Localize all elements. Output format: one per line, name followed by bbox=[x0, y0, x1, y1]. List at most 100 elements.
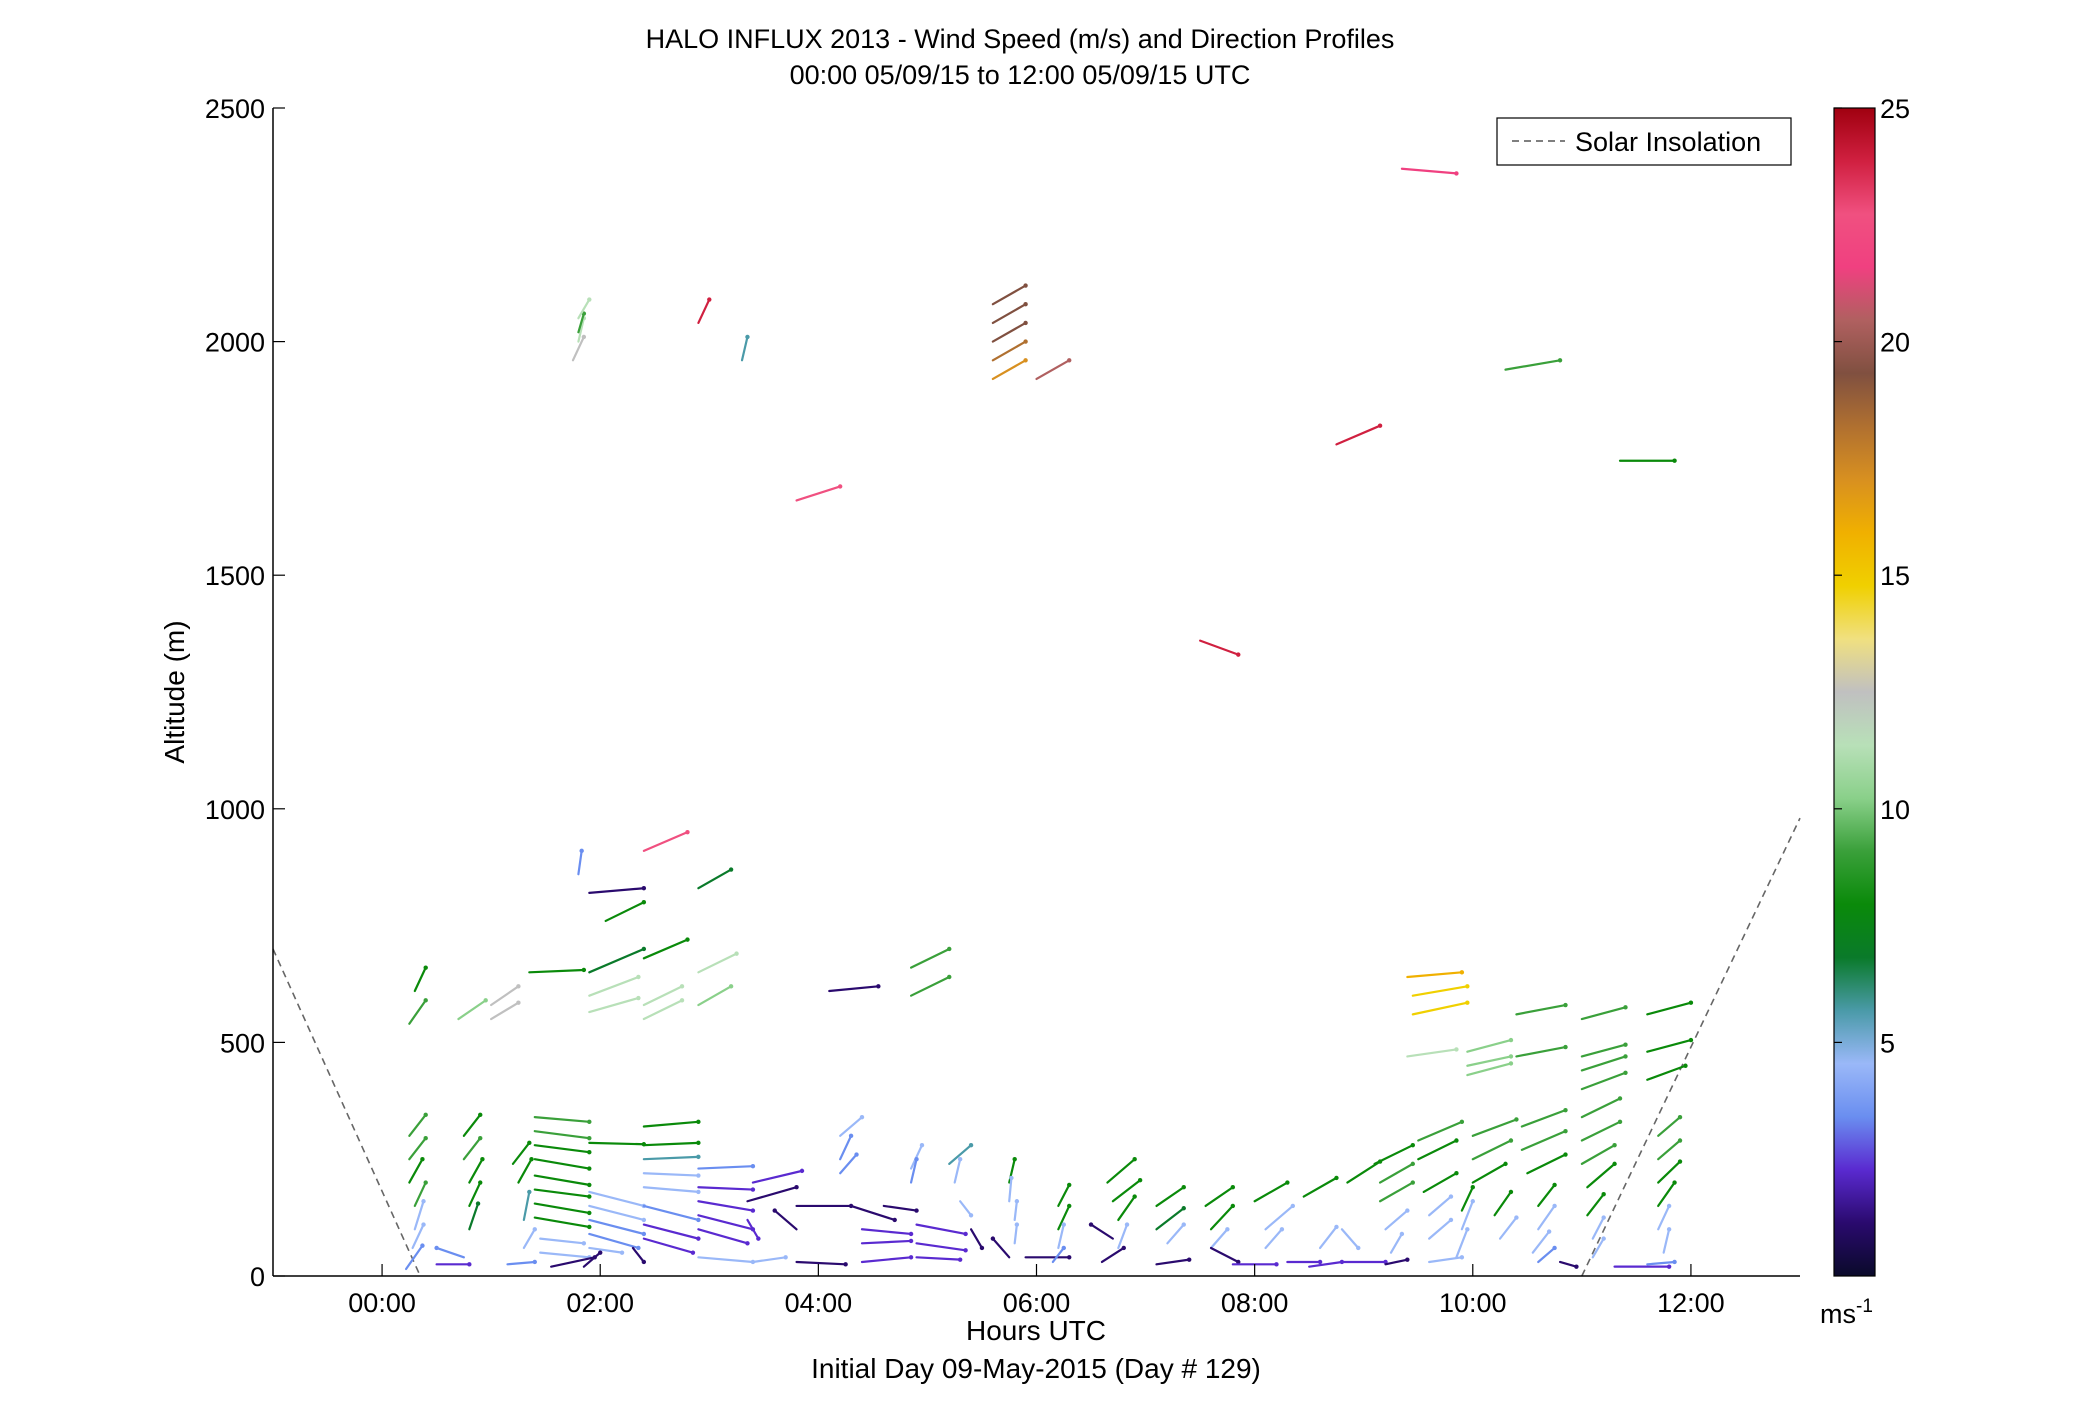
wind-vector bbox=[839, 1134, 853, 1161]
wind-vector-head bbox=[957, 1157, 963, 1162]
wind-vector-head bbox=[587, 1166, 592, 1171]
wind-vector-head bbox=[679, 984, 685, 989]
wind-vector-head bbox=[1465, 1000, 1470, 1005]
wind-vector bbox=[1580, 1144, 1616, 1165]
wind-vector bbox=[413, 1200, 425, 1231]
wind-vector bbox=[1580, 1043, 1627, 1058]
wind-vector bbox=[533, 1188, 591, 1198]
wind-vector bbox=[740, 335, 749, 362]
wind-vector-head bbox=[1459, 970, 1465, 975]
wind-vector bbox=[1471, 1139, 1513, 1161]
wind-vector bbox=[839, 1153, 858, 1175]
wind-vector bbox=[577, 317, 585, 343]
wind-vector-head bbox=[1617, 1096, 1623, 1101]
wind-vector-head bbox=[1181, 1222, 1186, 1227]
wind-vector-head bbox=[581, 1241, 587, 1246]
wind-vector-head bbox=[1410, 1161, 1415, 1167]
wind-vector-head bbox=[587, 1210, 592, 1216]
wind-vector bbox=[588, 887, 645, 894]
wind-vector bbox=[533, 1116, 591, 1123]
x-tick-label: 04:00 bbox=[785, 1288, 853, 1318]
wind-vector bbox=[948, 1144, 973, 1165]
wind-vector-head bbox=[1508, 1061, 1514, 1066]
wind-vector-head bbox=[750, 1208, 756, 1213]
wind-vector-head bbox=[1377, 423, 1383, 428]
wind-vector bbox=[1209, 1204, 1234, 1231]
wind-vector bbox=[991, 303, 1027, 325]
wind-vector-head bbox=[1612, 1142, 1617, 1148]
wind-vector-head bbox=[1623, 1042, 1628, 1047]
wind-vector-head bbox=[1230, 1203, 1236, 1209]
wind-vector bbox=[490, 1001, 520, 1021]
wind-vector bbox=[468, 1158, 484, 1184]
wind-vector-head bbox=[1514, 1117, 1519, 1122]
wind-vector bbox=[1389, 1232, 1403, 1254]
wind-vector bbox=[1657, 1116, 1682, 1137]
wind-vector bbox=[411, 1223, 425, 1250]
x-tick-label: 10:00 bbox=[1439, 1288, 1507, 1318]
wind-vector bbox=[1411, 985, 1469, 997]
wind-vector bbox=[1471, 1118, 1518, 1137]
wind-vector bbox=[1537, 1246, 1556, 1264]
wind-vector-head bbox=[892, 1217, 897, 1223]
x-tick-label: 02:00 bbox=[566, 1288, 634, 1318]
wind-vector-head bbox=[516, 1000, 521, 1005]
wind-vector-head bbox=[423, 965, 428, 970]
wind-vector bbox=[511, 1141, 531, 1165]
wind-vector-head bbox=[1601, 1192, 1606, 1197]
wind-vector-head bbox=[1448, 1217, 1454, 1223]
wind-vector-head bbox=[1677, 1159, 1683, 1164]
wind-vector-head bbox=[598, 1250, 603, 1255]
wind-vector bbox=[1586, 1162, 1616, 1189]
wind-vector-head bbox=[679, 998, 685, 1003]
wind-vector bbox=[588, 1232, 640, 1250]
wind-vector bbox=[697, 952, 738, 974]
wind-vector-head bbox=[1088, 1222, 1094, 1227]
wind-vector-head bbox=[1187, 1257, 1192, 1262]
wind-vector-head bbox=[685, 937, 690, 942]
wind-vector bbox=[795, 1260, 847, 1266]
wind-vector-head bbox=[919, 1142, 925, 1148]
wind-vector-head bbox=[799, 1168, 805, 1174]
wind-vector-head bbox=[1230, 1185, 1236, 1190]
wind-vector-head bbox=[1023, 358, 1028, 363]
wind-vector bbox=[697, 1228, 749, 1245]
wind-vector bbox=[1520, 1130, 1567, 1151]
wind-vector-head bbox=[587, 1224, 592, 1230]
wind-vector-head bbox=[1023, 320, 1028, 326]
wind-vector-head bbox=[1014, 1222, 1020, 1227]
wind-vector-head bbox=[1688, 1037, 1694, 1043]
wind-vector bbox=[1199, 639, 1240, 656]
wind-vector bbox=[1471, 1162, 1507, 1184]
x-tick-label: 08:00 bbox=[1221, 1288, 1289, 1318]
wind-vector bbox=[533, 1158, 591, 1170]
wind-vector bbox=[408, 1113, 427, 1137]
plot-area bbox=[273, 108, 1800, 1276]
wind-vector bbox=[642, 1186, 700, 1194]
wind-vector-head bbox=[478, 1112, 483, 1118]
wind-vector-head bbox=[1563, 1128, 1568, 1134]
wind-vector-head bbox=[1601, 1236, 1606, 1241]
wind-vector-head bbox=[421, 1199, 426, 1204]
wind-vector-head bbox=[696, 1173, 701, 1178]
wind-vector-head bbox=[968, 1142, 974, 1148]
wind-vector bbox=[1520, 1109, 1567, 1128]
wind-vector-head bbox=[783, 1255, 788, 1260]
wind-vector-head bbox=[843, 1262, 848, 1267]
wind-vector bbox=[1460, 1186, 1474, 1212]
wind-vector-head bbox=[423, 1112, 428, 1118]
wind-vector bbox=[1335, 424, 1382, 446]
wind-vector-head bbox=[794, 1185, 799, 1190]
wind-vectors bbox=[404, 167, 1694, 1271]
wind-vector-head bbox=[1121, 1245, 1126, 1251]
wind-vector bbox=[909, 1144, 924, 1170]
wind-vector bbox=[577, 849, 583, 876]
wind-vector-head bbox=[914, 1208, 919, 1213]
wind-vector bbox=[642, 1120, 700, 1128]
wind-vector bbox=[1504, 359, 1562, 371]
wind-vector-head bbox=[1023, 339, 1028, 344]
wind-vector-head bbox=[581, 334, 587, 340]
wind-vector bbox=[1155, 1186, 1185, 1208]
wind-vector bbox=[1657, 1160, 1682, 1184]
wind-vector-head bbox=[968, 1213, 974, 1218]
